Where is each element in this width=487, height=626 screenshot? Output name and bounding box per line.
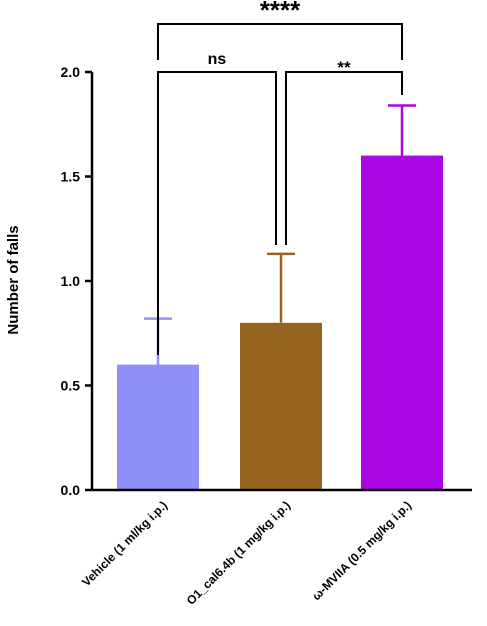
significance-label: **** [260, 0, 301, 25]
significance-bracket [157, 23, 403, 60]
bar [117, 364, 199, 490]
significance-bracket [285, 71, 403, 245]
significance-bracket [157, 71, 277, 355]
bars [117, 155, 443, 490]
y-tick-label: 0.0 [61, 482, 81, 498]
y-axis-label: Number of falls [5, 225, 22, 334]
bar [240, 322, 322, 490]
category-label: Vehicle (1 ml/kg i.p.) [79, 498, 170, 589]
significance-label: ns [208, 51, 227, 68]
significance-brackets: ns ****** [157, 0, 403, 355]
significance-label: ** [337, 58, 351, 77]
category-label: ω-MVIIA (0.5 mg/kg i.p.) [309, 498, 414, 603]
category-label: O1_cal6.4b (1 mg/kg i.p.) [184, 498, 293, 607]
y-tick-label: 0.5 [61, 378, 81, 394]
y-ticks: 0.0 0.5 1.0 1.5 2.0 [61, 64, 92, 498]
category-labels: Vehicle (1 ml/kg i.p.) O1_cal6.4b (1 mg/k… [79, 498, 414, 607]
y-tick-label: 2.0 [61, 64, 81, 80]
y-tick-label: 1.0 [61, 273, 81, 289]
bar [361, 155, 443, 490]
y-tick-label: 1.5 [61, 169, 81, 185]
